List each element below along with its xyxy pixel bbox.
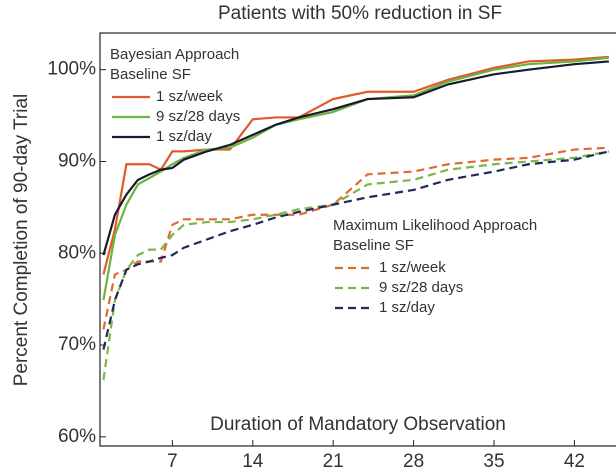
- y-tick-label: 70%: [58, 334, 96, 355]
- series-line: [102, 55, 609, 275]
- y-tick-label: 90%: [58, 151, 96, 172]
- y-tick-label: 100%: [47, 59, 96, 80]
- x-tick-label: 21: [323, 451, 344, 472]
- legend-label: 1 sz/week: [156, 88, 223, 105]
- legend-label: 1 sz/day: [379, 299, 435, 316]
- x-tick-label: 42: [564, 451, 585, 472]
- series-line: [102, 146, 609, 330]
- y-tick-label: 80%: [58, 242, 96, 263]
- series-line: [102, 56, 609, 301]
- plot-area: [102, 55, 610, 381]
- legend-subtitle: Baseline SF: [110, 66, 191, 83]
- y-axis-label: Percent Completion of 90-day Trial: [11, 94, 32, 387]
- chart-title: Patients with 50% reduction in SF: [218, 3, 502, 24]
- x-tick-label: 7: [167, 451, 178, 472]
- legend-label: 1 sz/day: [156, 128, 212, 145]
- series-line: [102, 60, 609, 256]
- series-line: [102, 150, 610, 381]
- y-tick-label: 60%: [58, 426, 96, 447]
- legend-label: 1 sz/week: [379, 259, 446, 276]
- legend-title: Bayesian Approach: [110, 46, 239, 63]
- x-tick-label: 28: [403, 451, 424, 472]
- x-tick-label: 14: [242, 451, 264, 472]
- x-axis-label: Duration of Mandatory Observation: [210, 414, 506, 435]
- series-line: [102, 150, 610, 350]
- axes-frame: [99, 32, 616, 447]
- legend-subtitle: Baseline SF: [333, 237, 414, 254]
- legend-label: 9 sz/28 days: [379, 279, 463, 296]
- x-tick-label: 35: [483, 451, 504, 472]
- legend-label: 9 sz/28 days: [156, 108, 240, 125]
- legend-title: Maximum Likelihood Approach: [333, 217, 537, 234]
